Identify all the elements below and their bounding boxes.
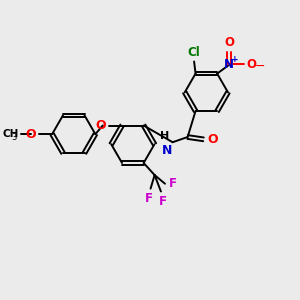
Text: O: O [224, 36, 234, 49]
Text: O: O [207, 133, 218, 146]
Text: F: F [158, 195, 166, 208]
Text: −: − [255, 60, 265, 73]
Text: N: N [162, 144, 172, 157]
Text: O: O [25, 128, 36, 141]
Text: 3: 3 [11, 133, 16, 142]
Text: N: N [224, 58, 234, 70]
Text: O: O [247, 58, 256, 70]
Text: O: O [95, 119, 106, 132]
Text: Cl: Cl [188, 46, 200, 59]
Text: H: H [160, 131, 170, 141]
Text: F: F [145, 191, 153, 205]
Text: CH: CH [2, 129, 19, 139]
Text: +: + [231, 55, 238, 64]
Text: F: F [168, 177, 176, 190]
